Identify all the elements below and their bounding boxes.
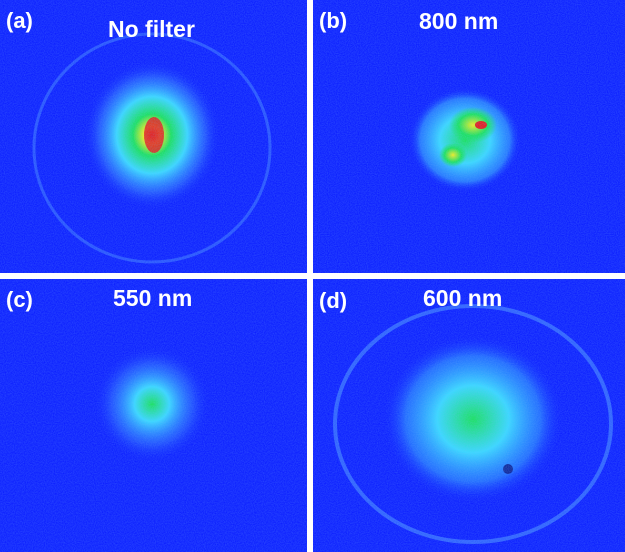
panel-d-600nm: (d) 600 nm bbox=[313, 279, 625, 552]
panel-caption-d: 600 nm bbox=[423, 285, 503, 311]
panel-caption-a: No filter bbox=[108, 16, 195, 42]
panel-label-c: (c) bbox=[6, 287, 33, 312]
panel-c-550nm: (c) 550 nm bbox=[0, 279, 307, 552]
panel-caption-b: 800 nm bbox=[419, 8, 499, 34]
panel-label-a: (a) bbox=[6, 8, 33, 33]
panel-b-800nm: (b) 800 nm bbox=[313, 0, 625, 273]
beam-profile-image-a bbox=[0, 0, 307, 273]
beam-profile-image-c bbox=[0, 279, 307, 552]
panel-label-d: (d) bbox=[319, 288, 348, 313]
panel-caption-c: 550 nm bbox=[113, 285, 193, 311]
panel-label-b: (b) bbox=[319, 8, 348, 33]
panel-a-no-filter: (a) No filter bbox=[0, 0, 307, 273]
beam-profile-image-d bbox=[313, 279, 625, 552]
beam-profile-image-b bbox=[313, 0, 625, 273]
